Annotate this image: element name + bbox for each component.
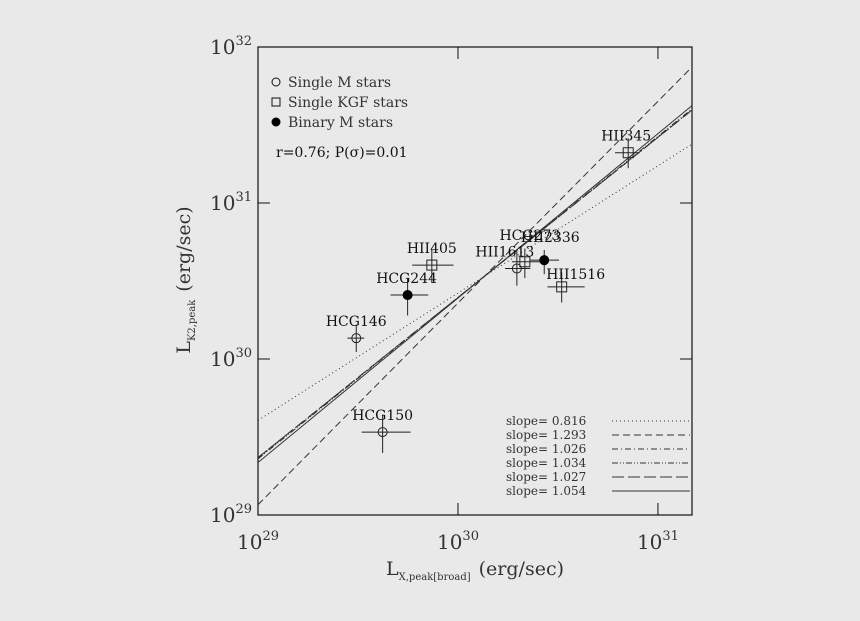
- point-label: HCG146: [326, 314, 387, 330]
- fit-lines: [258, 66, 692, 506]
- x-tick-label: 1029: [237, 529, 279, 554]
- y-tick-base: 10: [210, 503, 235, 527]
- y-tick-label: 1029: [210, 502, 252, 527]
- x-tick-exp: 30: [462, 529, 479, 544]
- legend-marker: [271, 97, 281, 107]
- point-label: HCG150: [352, 408, 413, 424]
- fit-legend-label: slope= 1.027: [506, 470, 586, 484]
- point-label: HCG273: [499, 228, 560, 244]
- x-tick-label: 1030: [437, 529, 479, 554]
- point: [556, 281, 568, 293]
- legend-label: Single M stars: [288, 75, 391, 91]
- point: [622, 147, 634, 159]
- point: [377, 427, 388, 438]
- x-tick-base: 10: [437, 530, 462, 554]
- x-title-sub: X,peak[broad]: [399, 572, 471, 583]
- y-tick-exp: 29: [235, 502, 252, 517]
- point-label: HII1613: [475, 245, 534, 261]
- fit-legend-label: slope= 1.034: [506, 456, 587, 470]
- y-tick-label: 1031: [210, 190, 252, 215]
- point: [426, 259, 438, 271]
- annotation: r=0.76; P(σ)=0.01: [276, 145, 408, 161]
- y-tick-base: 10: [210, 347, 235, 371]
- y-tick-exp: 32: [235, 34, 252, 49]
- y-title-main: L: [173, 341, 195, 354]
- legend-label: Single KGF stars: [288, 95, 408, 111]
- fit-line: [258, 105, 692, 463]
- y-axis-title: LK2,peak (erg/sec): [173, 206, 198, 353]
- point: [511, 263, 522, 274]
- x-tick-base: 10: [237, 530, 262, 554]
- plot-frame: [257, 46, 693, 516]
- x-tick-exp: 31: [662, 529, 679, 544]
- x-axis-title: LX,peak[broad] (erg/sec): [386, 558, 564, 583]
- y-tick-exp: 30: [235, 346, 252, 361]
- point: [402, 290, 413, 301]
- fit-legend-label: slope= 1.026: [506, 442, 586, 456]
- point-label: HII345: [601, 129, 651, 145]
- point: [539, 255, 550, 266]
- y-title-sub: K2,peak: [187, 299, 198, 341]
- fit-line: [258, 108, 692, 460]
- y-tick-label: 1032: [210, 34, 252, 59]
- fit-line: [258, 143, 692, 421]
- fit-line: [258, 66, 692, 506]
- fit-legend-label: slope= 1.293: [506, 428, 586, 442]
- point-label: HCG244: [376, 271, 437, 287]
- point: [351, 333, 362, 344]
- y-title-unit: (erg/sec): [173, 206, 195, 291]
- x-title-unit: (erg/sec): [479, 558, 564, 580]
- point-label: HII1516: [546, 267, 605, 283]
- x-title-main: L: [386, 558, 399, 580]
- y-tick-base: 10: [210, 35, 235, 59]
- legend-marker: [271, 77, 281, 87]
- point-label: HII2336: [521, 230, 580, 246]
- x-tick-exp: 29: [262, 529, 279, 544]
- x-tick-label: 1031: [637, 529, 679, 554]
- legend-marker: [271, 117, 281, 127]
- y-tick-base: 10: [210, 191, 235, 215]
- x-tick-base: 10: [637, 530, 662, 554]
- fit-legend-label: slope= 0.816: [506, 414, 586, 428]
- point: [519, 256, 531, 268]
- y-tick-label: 1030: [210, 346, 252, 371]
- fit-legend-label: slope= 1.054: [506, 484, 587, 498]
- y-tick-exp: 31: [235, 190, 252, 205]
- point-label: HII405: [407, 241, 457, 257]
- legend-label: Binary M stars: [288, 115, 393, 131]
